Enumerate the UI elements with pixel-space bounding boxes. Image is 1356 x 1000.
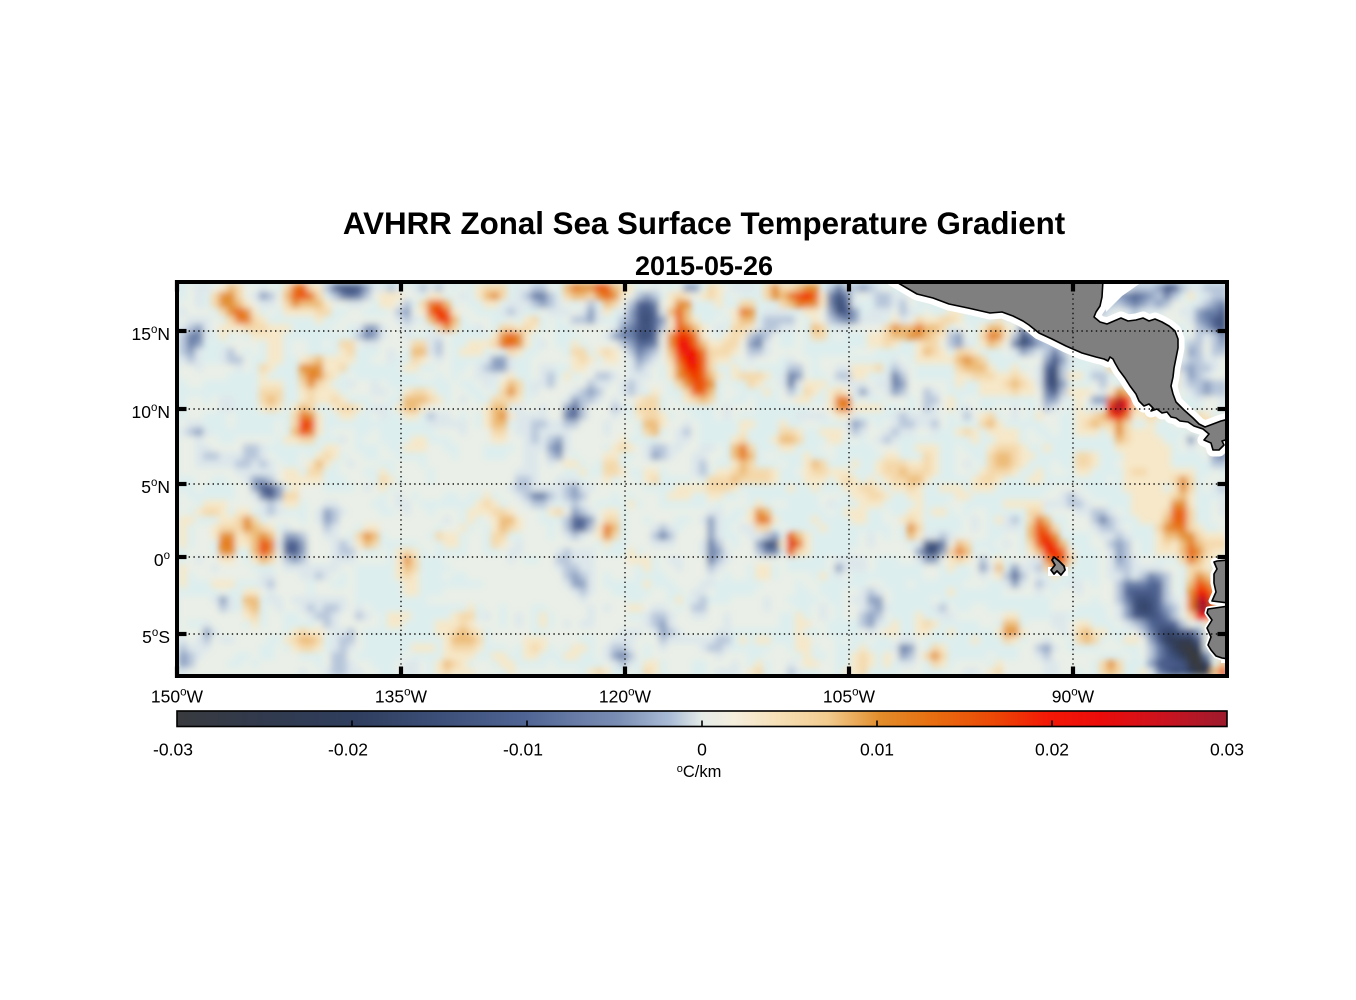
svg-text:0.01: 0.01 bbox=[860, 740, 894, 760]
svg-text:5oN: 5oN bbox=[141, 477, 170, 497]
svg-text:oC/km: oC/km bbox=[677, 763, 722, 781]
svg-text:AVHRR Zonal Sea Surface Temper: AVHRR Zonal Sea Surface Temperature Grad… bbox=[343, 206, 1066, 241]
svg-text:-0.02: -0.02 bbox=[328, 740, 368, 760]
svg-text:10oN: 10oN bbox=[131, 402, 170, 422]
svg-text:-0.03: -0.03 bbox=[153, 740, 193, 760]
svg-text:-0.01: -0.01 bbox=[503, 740, 543, 760]
svg-text:0.03: 0.03 bbox=[1210, 740, 1244, 760]
svg-text:120oW: 120oW bbox=[599, 687, 652, 707]
svg-text:105oW: 105oW bbox=[823, 687, 876, 707]
svg-text:2015-05-26: 2015-05-26 bbox=[635, 251, 773, 281]
svg-text:5oS: 5oS bbox=[142, 627, 170, 647]
svg-text:0: 0 bbox=[697, 740, 707, 760]
svg-text:0.02: 0.02 bbox=[1035, 740, 1069, 760]
svg-text:15oN: 15oN bbox=[131, 324, 170, 344]
svg-text:90oW: 90oW bbox=[1052, 687, 1095, 707]
svg-text:135oW: 135oW bbox=[375, 687, 428, 707]
svg-text:150oW: 150oW bbox=[151, 687, 204, 707]
